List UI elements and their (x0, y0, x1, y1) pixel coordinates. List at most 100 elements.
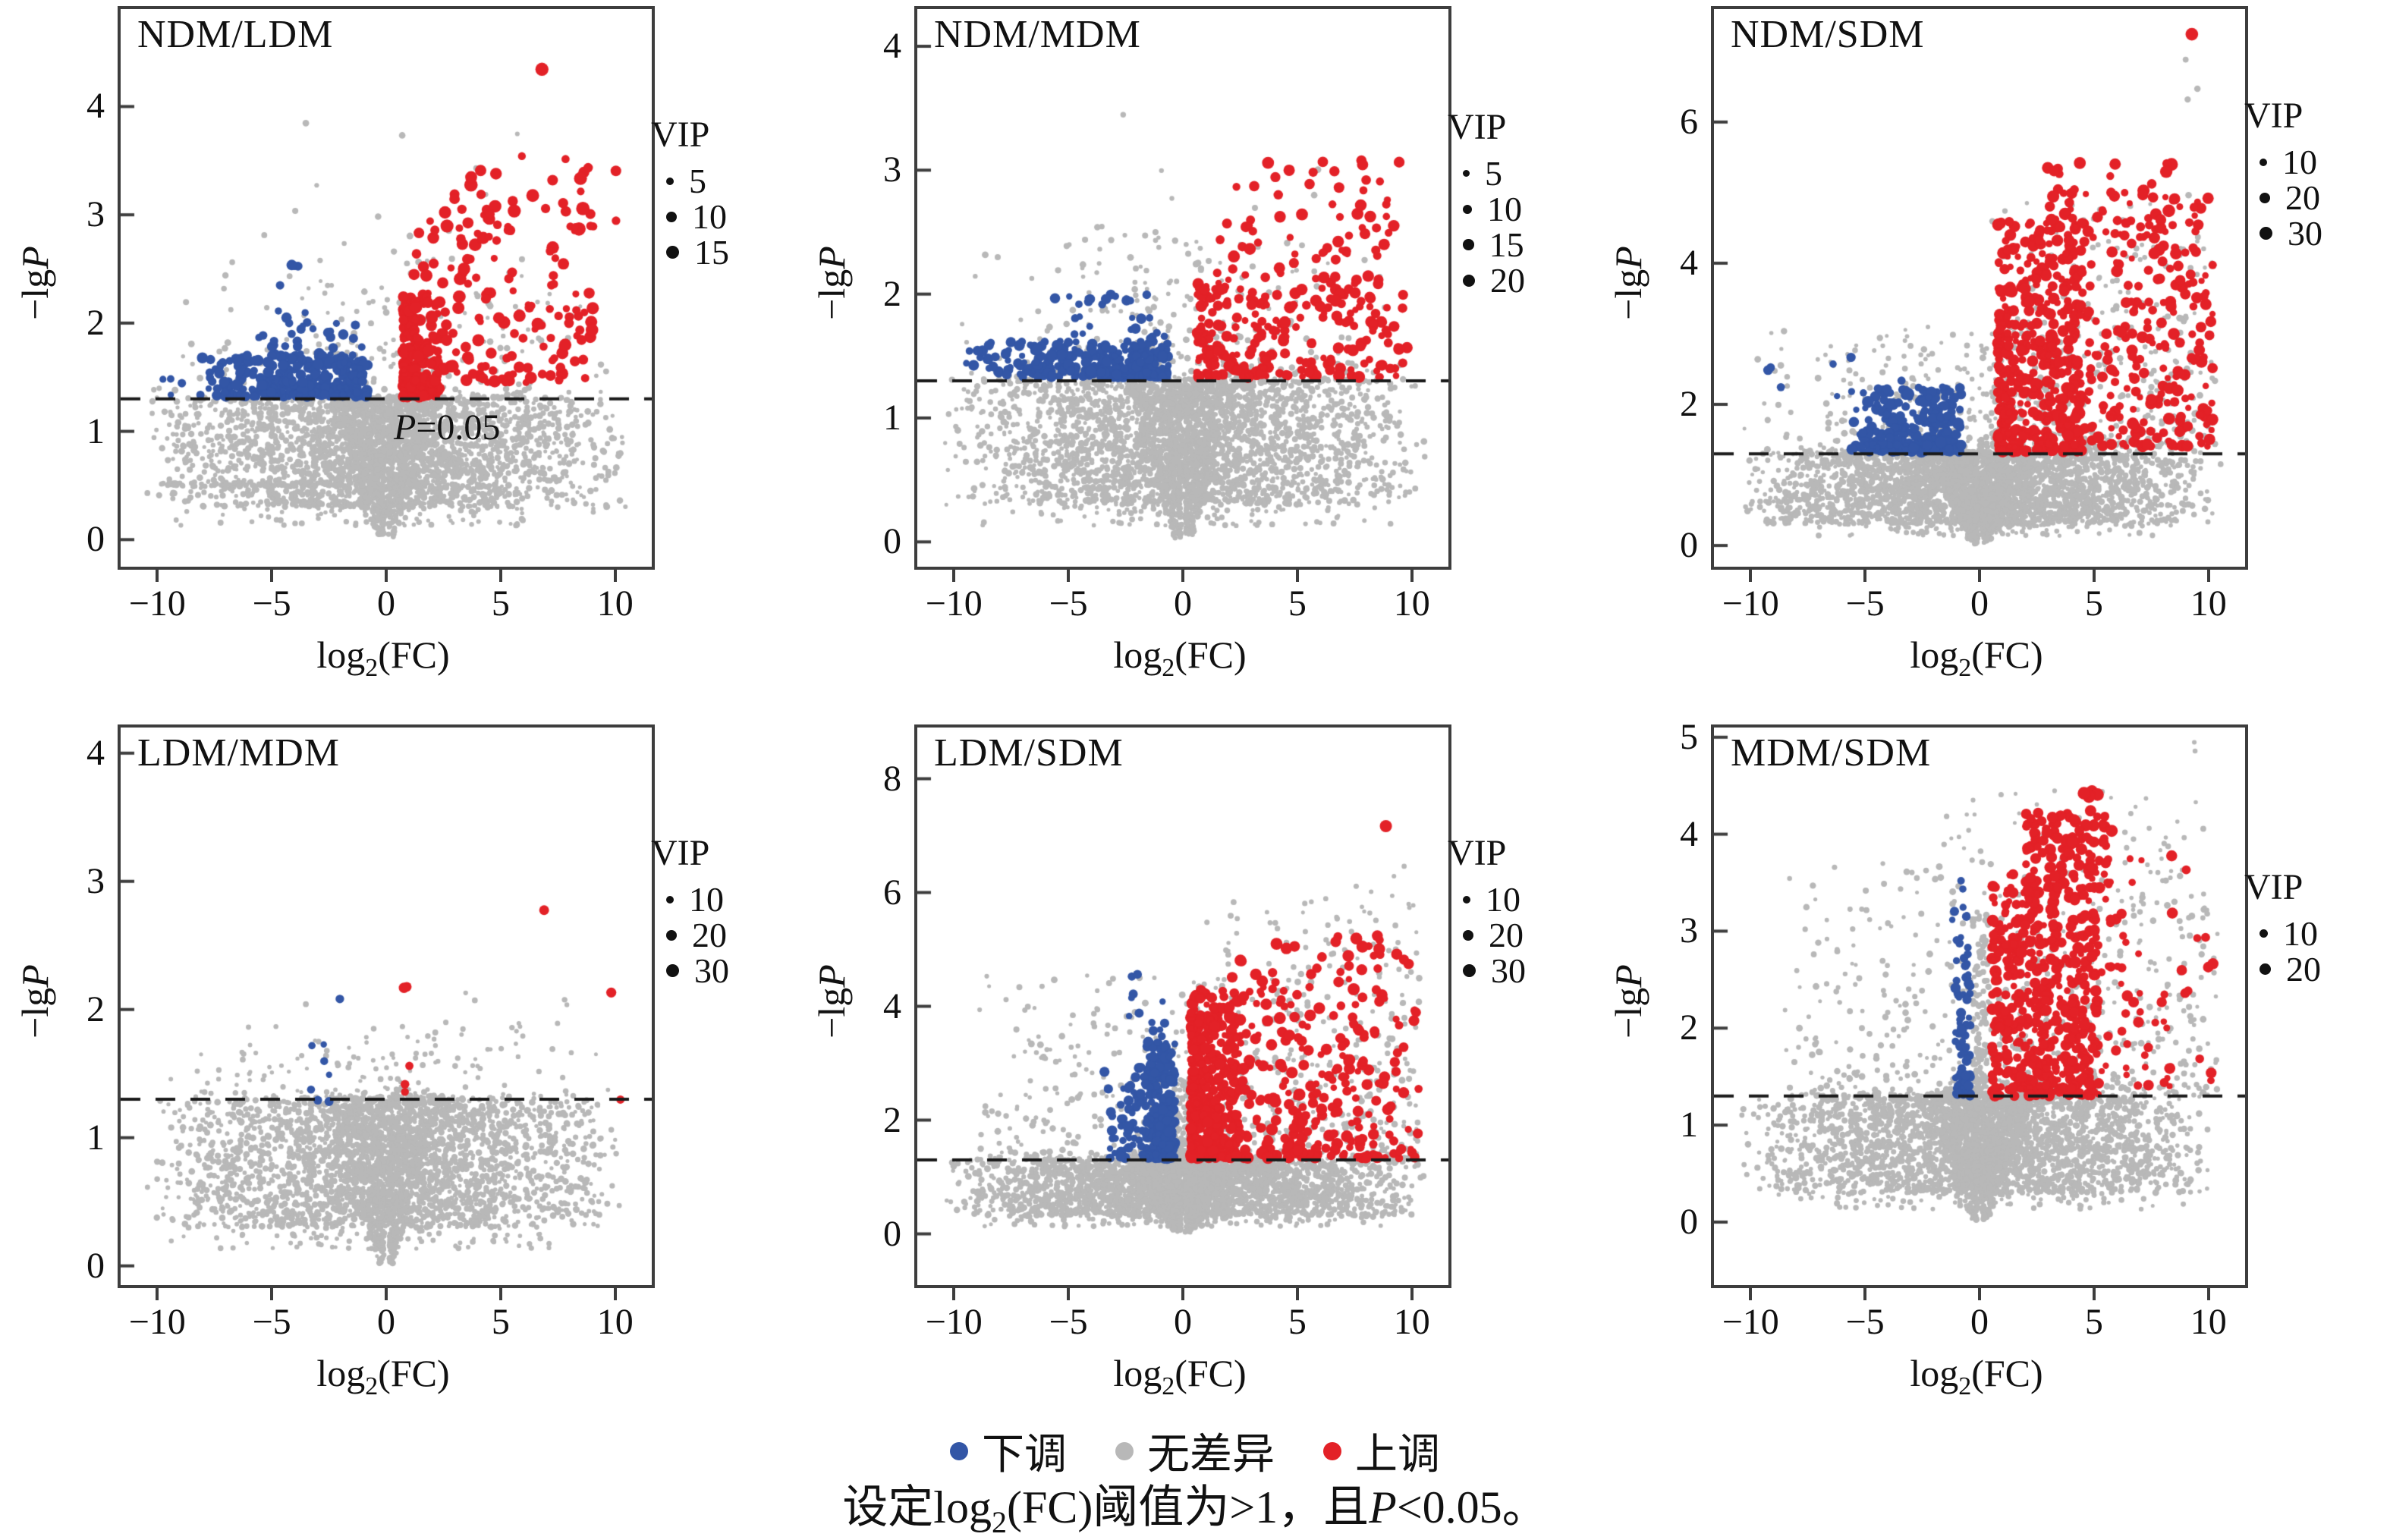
caption-text-3: <0.05。 (1396, 1482, 1548, 1532)
x-tick-mark (1863, 570, 1867, 582)
figure-caption: 设定log2(FC)阈值为>1，且P<0.05。 (0, 1470, 2390, 1540)
x-tick-mark (270, 1288, 274, 1300)
x-tick-label: −5 (1845, 1302, 1885, 1342)
vip-size-dot-icon (2259, 158, 2267, 166)
x-tick-mark (156, 570, 159, 582)
vip-size-dot-icon (666, 929, 677, 941)
plot-area: LDM/SDM (914, 724, 1451, 1288)
x-tick-mark (385, 1288, 388, 1300)
caption-text-1: 设定log (842, 1482, 992, 1532)
x-tick-mark (2092, 1288, 2096, 1300)
scatter-canvas (1714, 9, 2245, 567)
vip-legend-item: 10 (2244, 914, 2388, 953)
x-tick-label: 0 (1970, 1302, 1989, 1342)
x-tick-mark (1978, 570, 1981, 582)
vip-size-dot-icon (1463, 239, 1474, 250)
vip-size-dot-icon (1463, 170, 1470, 177)
volcano-panel-ndm-mdm: −lgP NDM/MDM log2(FC) VIP 5 10 15 20 0 1 2 3 4−… (797, 0, 1593, 717)
y-tick-label: 2 (86, 302, 105, 343)
scatter-canvas (917, 9, 1448, 567)
x-tick-mark (1181, 1288, 1184, 1300)
vip-size-label: 30 (694, 951, 729, 990)
x-tick-label: 5 (2084, 583, 2103, 624)
vip-legend: VIP 10 20 (2244, 866, 2388, 988)
y-tick-label: 4 (883, 985, 901, 1026)
vip-size-dot-icon (1463, 929, 1473, 941)
vip-size-label: 10 (692, 197, 727, 236)
y-tick-label: 2 (883, 273, 901, 314)
pvalue-threshold-label: P=0.05 (394, 407, 501, 448)
vip-size-label: 5 (1485, 154, 1502, 193)
y-tick-label: 4 (86, 732, 105, 773)
vip-legend-item: 30 (2244, 214, 2388, 253)
scatter-canvas (121, 728, 652, 1285)
x-tick-label: −10 (1722, 583, 1779, 624)
scatter-canvas (917, 728, 1448, 1285)
scatter-canvas (1714, 728, 2245, 1285)
vip-legend-item: 10 (2244, 143, 2388, 181)
vip-size-label: 15 (1489, 225, 1524, 264)
y-tick-label: 2 (883, 1099, 901, 1140)
vip-size-label: 20 (1490, 261, 1525, 300)
y-tick-label: 0 (86, 1245, 105, 1286)
vip-size-label: 30 (2288, 214, 2322, 253)
vip-size-label: 20 (2285, 178, 2320, 217)
vip-legend-title: VIP (2244, 867, 2304, 907)
x-tick-mark (1295, 1288, 1299, 1300)
x-tick-label: −5 (1049, 1302, 1088, 1342)
caption-text-2: (FC)阈值为>1，且 (1006, 1482, 1370, 1532)
legend-item-red: 上调 (1323, 1420, 1440, 1482)
vip-legend: VIP 10 20 30 (1448, 832, 1592, 990)
vip-size-label: 10 (1487, 190, 1522, 228)
vip-legend: VIP 5 10 15 20 (1448, 106, 1592, 300)
x-tick-label: 5 (491, 1302, 510, 1342)
panel-title: MDM/SDM (1731, 731, 1932, 775)
legend-item-blue: 下调 (950, 1420, 1067, 1482)
vip-legend-item: 5 (651, 162, 795, 200)
y-tick-label: 4 (1680, 242, 1698, 283)
x-tick-mark (1067, 1288, 1071, 1300)
x-tick-mark (1067, 570, 1071, 582)
x-axis-label: log2(FC) (316, 633, 450, 682)
vip-legend-item: 20 (1448, 916, 1592, 954)
x-tick-label: 5 (2084, 1302, 2103, 1342)
vip-legend-title: VIP (651, 115, 710, 155)
x-tick-label: 0 (1174, 583, 1192, 624)
vip-size-dot-icon (666, 895, 674, 904)
x-tick-mark (952, 570, 956, 582)
vip-legend-title: VIP (1448, 107, 1507, 147)
x-tick-label: 5 (1288, 1302, 1307, 1342)
y-tick-label: 8 (883, 758, 901, 799)
y-tick-label: 1 (86, 410, 105, 451)
panel-title: NDM/SDM (1731, 13, 1925, 56)
vip-size-label: 10 (2283, 914, 2318, 953)
x-tick-mark (1863, 1288, 1867, 1300)
vip-size-dot-icon (2259, 192, 2270, 203)
legend-label: 上调 (1355, 1432, 1440, 1479)
vip-legend-item: 20 (2244, 178, 2388, 217)
x-tick-label: 10 (2190, 583, 2227, 624)
legend-item-gray: 无差异 (1115, 1420, 1275, 1482)
y-tick-label: 5 (1680, 716, 1698, 757)
x-tick-mark (270, 570, 274, 582)
volcano-panel-ldm-mdm: −lgP LDM/MDM log2(FC) VIP 10 20 30 0 1 2 3 4 −1… (0, 718, 797, 1435)
vip-size-label: 10 (2282, 143, 2317, 181)
x-tick-mark (1410, 1288, 1414, 1300)
volcano-panel-ldm-sdm: −lgP LDM/SDM log2(FC) VIP 10 20 30 0 2 4 6 8 −1… (797, 718, 1593, 1435)
panel-title: NDM/LDM (137, 13, 334, 56)
y-tick-label: 3 (86, 194, 105, 235)
y-tick-label: 1 (1680, 1105, 1698, 1146)
legend-label: 下调 (982, 1432, 1067, 1479)
vip-legend: VIP 5 10 15 (651, 114, 795, 272)
y-tick-label: 2 (1680, 384, 1698, 424)
x-tick-mark (2092, 570, 2096, 582)
x-tick-mark (498, 570, 502, 582)
x-tick-label: −10 (128, 1302, 186, 1342)
vip-legend-item: 15 (651, 233, 795, 272)
vip-legend-item: 10 (651, 880, 795, 919)
vip-legend-item: 20 (2244, 950, 2388, 988)
plot-area: NDM/LDM P=0.05 (118, 6, 655, 570)
y-tick-label: 0 (883, 1213, 901, 1254)
x-tick-label: 10 (1393, 583, 1430, 624)
vip-size-label: 20 (2286, 950, 2321, 988)
